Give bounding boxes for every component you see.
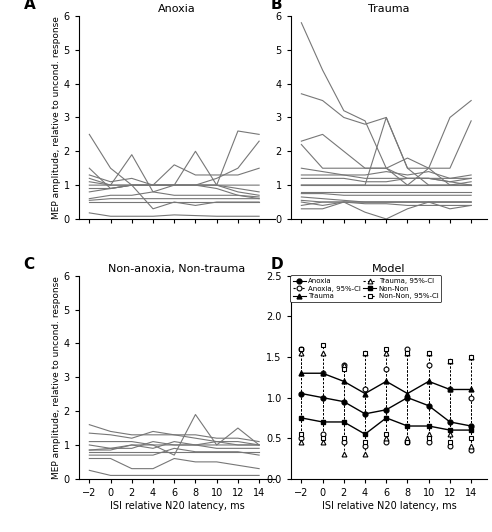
Title: Anoxia: Anoxia bbox=[158, 4, 196, 14]
Text: D: D bbox=[271, 257, 284, 272]
Y-axis label: MEP amplitude, relative to uncond. response: MEP amplitude, relative to uncond. respo… bbox=[52, 276, 61, 479]
X-axis label: ISI relative N20 latency, ms: ISI relative N20 latency, ms bbox=[110, 501, 244, 511]
Text: A: A bbox=[24, 0, 35, 12]
Legend: Anoxia, Anoxia, 95%-CI, Trauma, Trauma, 95%-CI, Non-Non, Non-Non, 95%-CI: Anoxia, Anoxia, 95%-CI, Trauma, Trauma, … bbox=[290, 275, 441, 302]
Title: Non-anoxia, Non-trauma: Non-anoxia, Non-trauma bbox=[108, 264, 246, 273]
Text: C: C bbox=[24, 257, 35, 272]
Y-axis label: MEP amplitude, relative to uncond. response: MEP amplitude, relative to uncond. respo… bbox=[52, 16, 61, 219]
Title: Trauma: Trauma bbox=[368, 4, 410, 14]
Title: Model: Model bbox=[372, 264, 406, 273]
X-axis label: ISI relative N20 latency, ms: ISI relative N20 latency, ms bbox=[322, 501, 456, 511]
Text: B: B bbox=[271, 0, 283, 12]
